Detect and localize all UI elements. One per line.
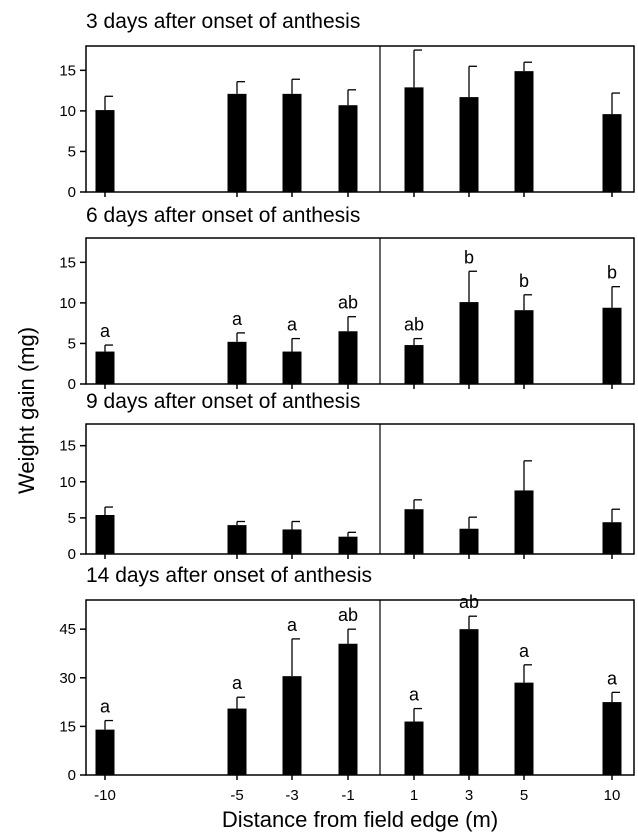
panel-4-bar	[459, 629, 479, 775]
panel-1-title: 3 days after onset of anthesis	[86, 10, 360, 33]
panel-2-ytick-label: 5	[68, 335, 76, 352]
panel-2-ytick-label: 0	[68, 376, 76, 393]
panel-1-bar	[602, 114, 622, 192]
panel-1-bar	[95, 110, 115, 192]
panel-4-sig-label: a	[607, 668, 618, 688]
x-tick-label: -10	[94, 787, 116, 804]
panel-3-ytick-label: 5	[68, 510, 76, 527]
panel-2-ytick-label: 15	[59, 254, 76, 271]
panel-2-sig-label: b	[607, 263, 617, 283]
x-axis-title: Distance from field edge (m)	[222, 807, 498, 832]
panel-4-sig-label: a	[232, 673, 243, 693]
panel-2-bar	[338, 331, 358, 384]
panel-1-bar	[404, 87, 424, 192]
panel-4-sig-label: a	[100, 697, 111, 717]
panel-2-ytick-label: 10	[59, 295, 76, 312]
panel-2-sig-label: b	[464, 247, 474, 267]
panel-4-bar	[404, 721, 424, 775]
panel-3-bar	[602, 522, 622, 554]
panel-2-bar	[95, 351, 115, 384]
panel-1-ytick-label: 15	[59, 62, 76, 79]
x-tick-label: -1	[341, 787, 354, 804]
panel-4-frame	[85, 599, 635, 776]
panel-2-sig-label: a	[232, 309, 243, 329]
x-tick-label: 5	[520, 787, 528, 804]
panel-4-ytick-label: 15	[59, 718, 76, 735]
panel-1-bar	[338, 105, 358, 192]
panel-4: 14 days after onset of anthesis0153045aa…	[59, 564, 635, 804]
panel-1-frame	[85, 45, 635, 193]
panel-4-title: 14 days after onset of anthesis	[86, 564, 372, 587]
panel-4-bar	[338, 643, 358, 775]
panel-2-sig-label: a	[287, 315, 298, 335]
x-tick-label: -5	[230, 787, 243, 804]
panel-2-sig-label: ab	[338, 293, 358, 313]
panel-3-ytick-label: 0	[68, 546, 76, 563]
panel-2-title: 6 days after onset of anthesis	[86, 204, 360, 227]
panel-2-sig-label: b	[519, 271, 529, 291]
y-axis-title: Weight gain (mg)	[14, 327, 39, 494]
panel-3-bar	[514, 490, 534, 554]
panel-2-bar	[602, 307, 622, 384]
panel-1-bar	[282, 93, 302, 192]
panel-4-bar	[602, 702, 622, 775]
panel-3-bar	[282, 529, 302, 554]
panel-3-bar	[404, 509, 424, 554]
panel-1-bar	[514, 71, 534, 192]
panel-1: 3 days after onset of anthesis 0 5 10 15	[59, 10, 635, 201]
panel-2-bar	[514, 310, 534, 384]
panel-3-bar	[338, 536, 358, 554]
panel-1-ytick-label: 0	[68, 184, 76, 201]
panel-4-ytick-label: 30	[59, 670, 76, 687]
panel-1-ytick-label: 5	[68, 143, 76, 160]
panel-3-bar	[95, 515, 115, 554]
panel-4-bar	[514, 682, 534, 775]
panel-2-bar	[282, 351, 302, 384]
panel-2-frame	[85, 237, 635, 385]
panel-2-bar	[227, 341, 247, 384]
panel-2-sig-label: ab	[404, 315, 424, 335]
panel-4-sig-label: a	[287, 615, 298, 635]
x-tick-label: 3	[465, 787, 473, 804]
panel-3-frame	[85, 423, 635, 555]
x-tick-label: 1	[410, 787, 418, 804]
panel-4-sig-label: a	[409, 685, 420, 705]
panel-1-ytick-label: 10	[59, 103, 76, 120]
panel-4-bar	[95, 729, 115, 775]
panel-3-ytick-label: 10	[59, 474, 76, 491]
panel-3-ytick-label: 15	[59, 438, 76, 455]
panel-2-bar	[459, 302, 479, 384]
panel-4-sig-label: ab	[459, 592, 479, 612]
panel-1-bar	[227, 93, 247, 192]
panel-3-title: 9 days after onset of anthesis	[86, 390, 360, 413]
panel-3-bar	[227, 525, 247, 554]
x-tick-label: 10	[604, 787, 621, 804]
panel-3: 9 days after onset of anthesis 0 5 10 15	[59, 390, 635, 563]
panel-4-sig-label: a	[519, 641, 530, 661]
panel-4-ytick-label: 45	[59, 621, 76, 638]
panel-1-bar	[459, 97, 479, 192]
panel-4-bar	[282, 676, 302, 775]
panel-2-sig-label: a	[100, 321, 111, 341]
panel-2: 6 days after onset of anthesis 0 5 10 15 a a a a…	[59, 204, 635, 393]
panel-4-sig-label: ab	[338, 605, 358, 625]
panel-2-bar	[404, 345, 424, 384]
panel-4-bar	[227, 708, 247, 775]
panel-3-bar	[459, 528, 479, 554]
panel-4-ytick-label: 0	[68, 767, 76, 784]
x-tick-label: -3	[285, 787, 298, 804]
